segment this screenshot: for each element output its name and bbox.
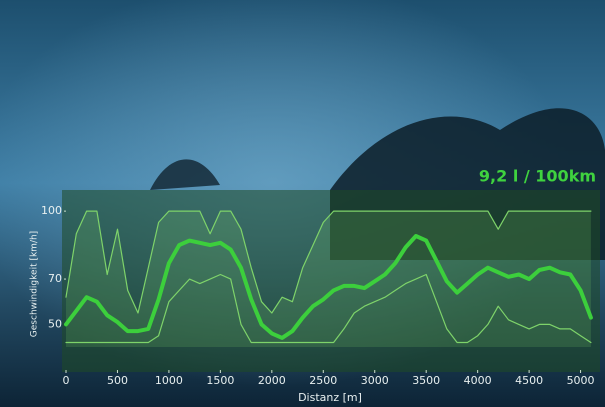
y-axis-label: Geschwindigkeit [km/h]	[30, 231, 40, 337]
x-tick-label: 4500	[515, 374, 543, 387]
y-tick-label: 100	[41, 204, 62, 217]
tree	[150, 159, 220, 190]
x-axis-label: Distanz [m]	[298, 391, 362, 404]
x-tick-label: 500	[107, 374, 128, 387]
envelope-line	[65, 273, 592, 344]
y-tick-label: 70	[48, 272, 62, 285]
x-tick-label: 3000	[361, 374, 389, 387]
chart-title: 9,2 l / 100km	[479, 167, 596, 186]
envelope-line	[65, 210, 592, 314]
y-tick-label: 50	[48, 317, 62, 330]
mean-line	[64, 234, 593, 340]
x-tick-label: 3500	[412, 374, 440, 387]
x-tick-label: 1000	[155, 374, 183, 387]
x-tick-label: 5000	[567, 374, 595, 387]
x-tick-label: 0	[63, 374, 70, 387]
chart-panel	[62, 190, 600, 372]
x-tick-label: 4000	[464, 374, 492, 387]
x-tick-label: 2500	[309, 374, 337, 387]
x-tick-label: 2000	[258, 374, 286, 387]
x-tick-label: 1500	[206, 374, 234, 387]
upper-band-area	[66, 211, 591, 347]
